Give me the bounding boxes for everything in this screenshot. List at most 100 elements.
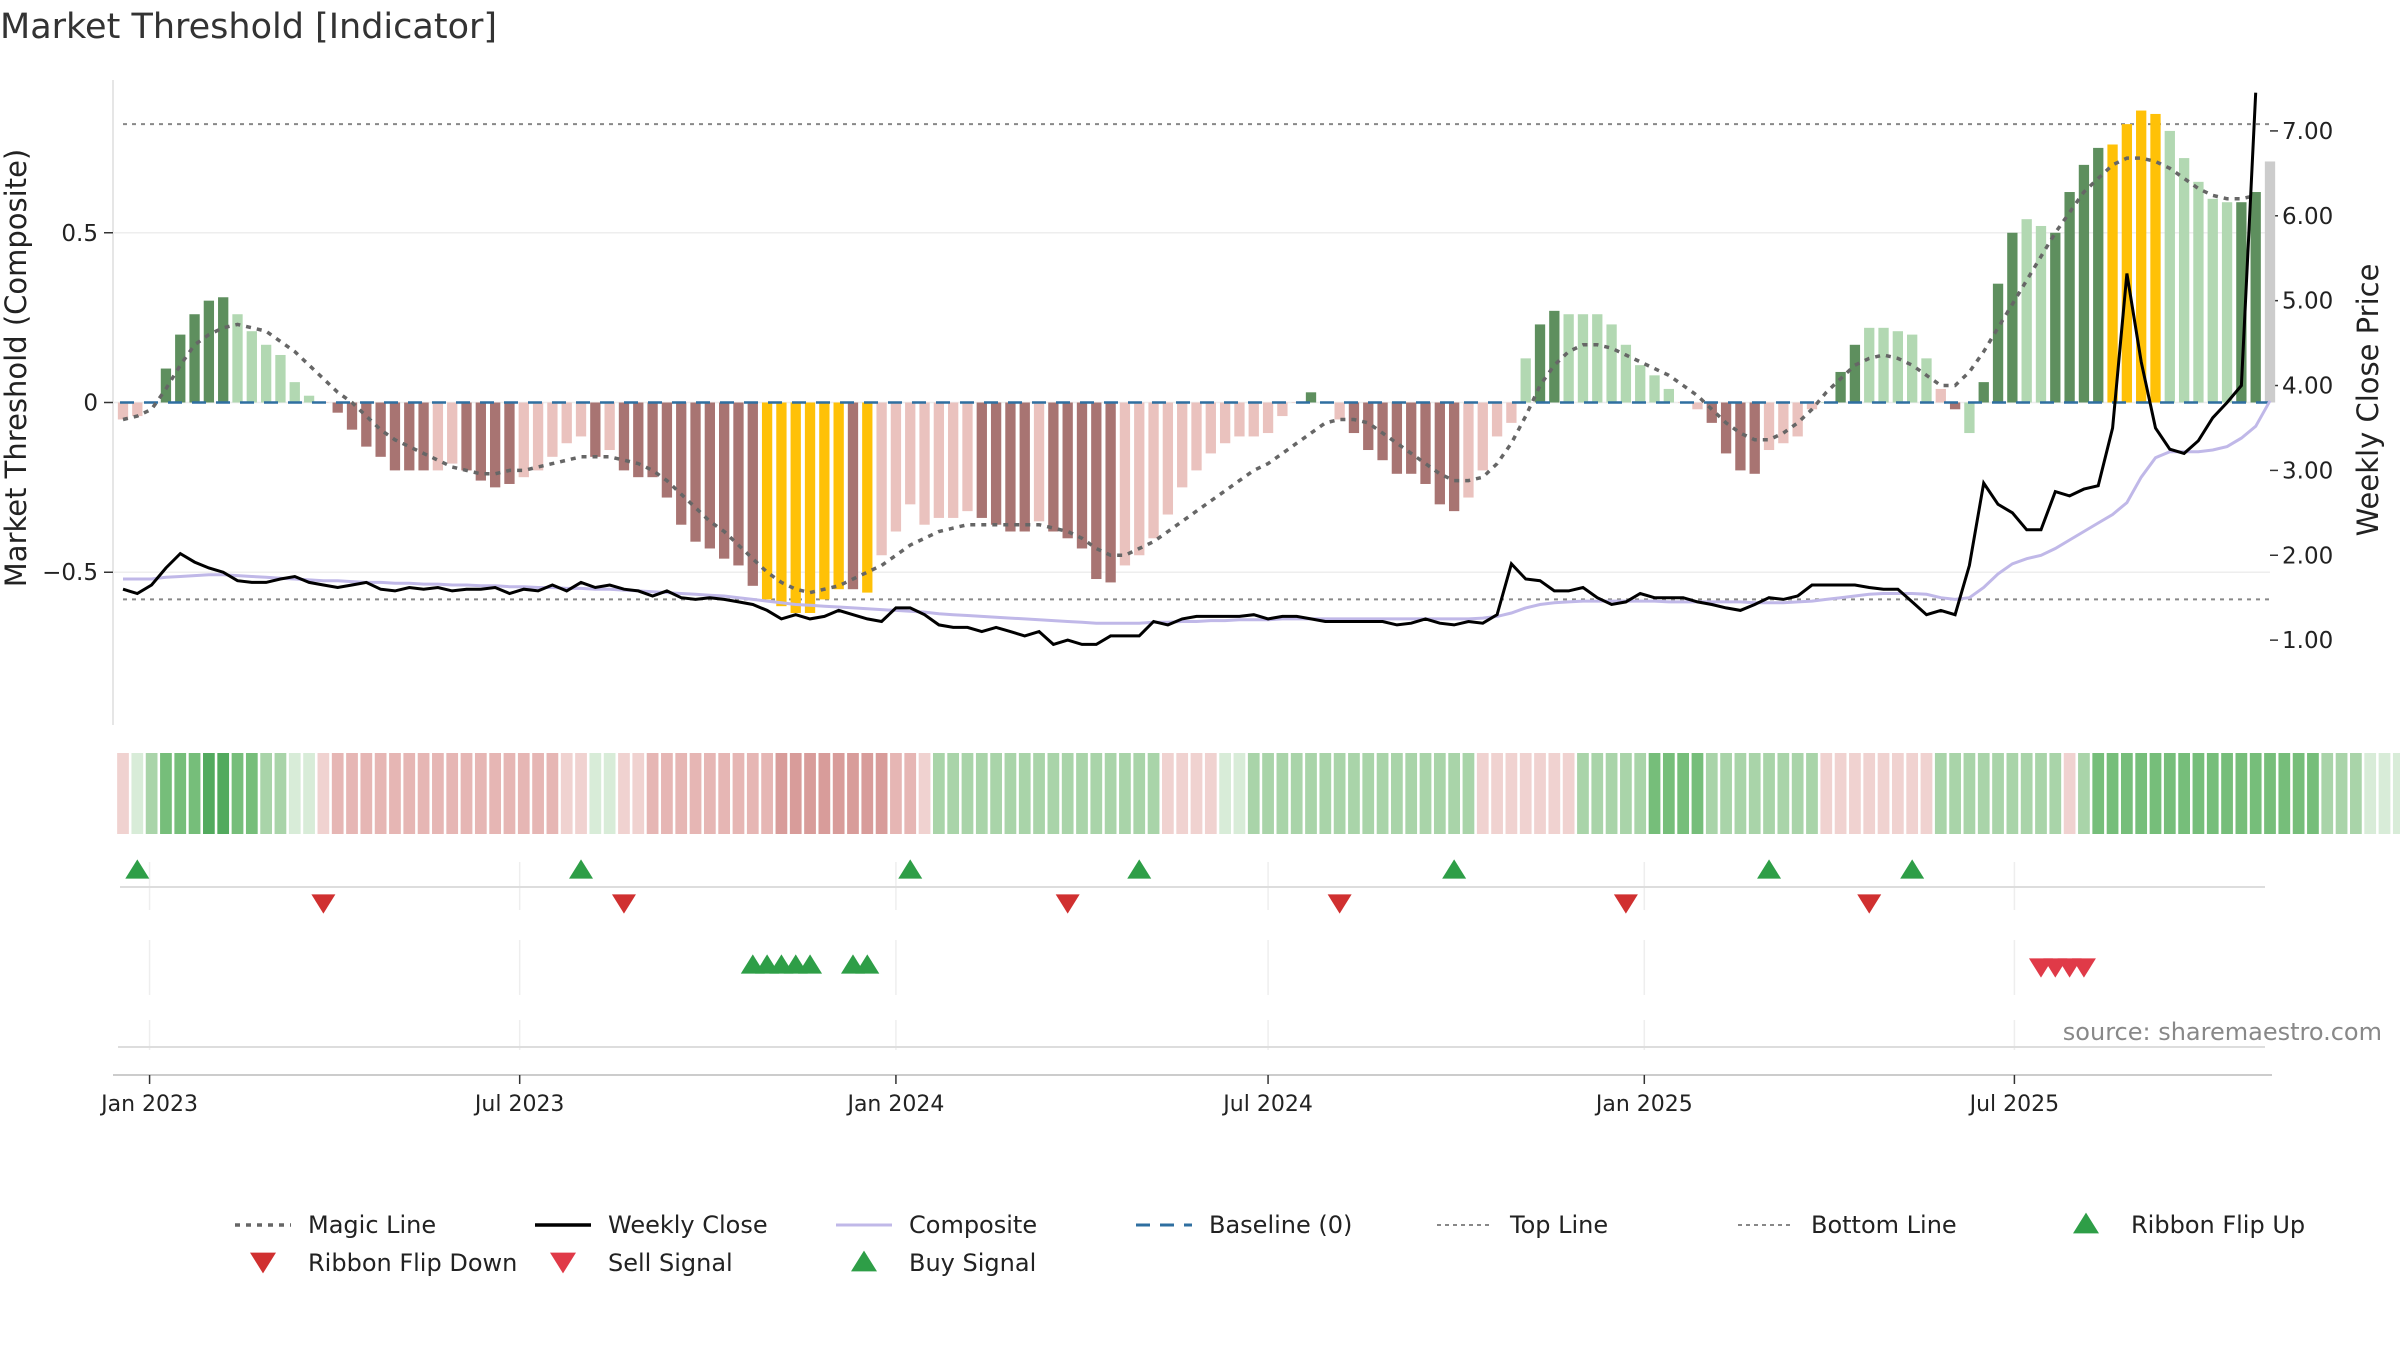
composite-bar (2221, 202, 2233, 403)
composite-bar (1420, 402, 1431, 484)
composite-bar (1148, 402, 1159, 539)
ribbon-cell (1033, 753, 1045, 834)
composite-bar (933, 402, 945, 518)
ribbon-cell (203, 753, 215, 834)
ribbon-cell (2063, 753, 2076, 834)
composite-bar (2021, 219, 2032, 403)
composite-bar (1978, 382, 1989, 403)
composite-bar (375, 402, 386, 457)
composite-bar (876, 402, 887, 556)
composite-bar (117, 402, 129, 420)
composite-bar (1105, 402, 1116, 583)
ribbon-cell (1992, 753, 2004, 834)
composite-bar (447, 402, 458, 464)
composite-bar (1635, 365, 1646, 403)
ribbon-cell (2135, 753, 2148, 834)
ribbon-cell (990, 753, 1002, 834)
composite-bar (804, 402, 816, 613)
composite-bar (1520, 358, 1531, 403)
ribbon-cell (1419, 753, 1432, 834)
ribbon-cell (145, 753, 158, 834)
composite-bar (1062, 402, 1073, 539)
legend-label: Buy Signal (909, 1249, 1036, 1277)
ribbon-cell (1505, 753, 1518, 834)
y-tick-label: 0.5 (61, 221, 98, 247)
ribbon-cell (2264, 753, 2276, 834)
ribbon-cell (288, 753, 301, 834)
weekly-close-line (122, 92, 2258, 647)
composite-bar (819, 402, 830, 600)
composite-bar (1177, 402, 1188, 488)
ribbon-cell (775, 753, 788, 834)
composite-bar (2107, 144, 2118, 403)
composite-bar (518, 402, 529, 478)
legend-label: Baseline (0) (1209, 1211, 1352, 1239)
ribbon-cell (2378, 753, 2391, 834)
composite-bar (189, 314, 200, 403)
composite-bar (1219, 402, 1231, 444)
composite-bar (504, 402, 515, 484)
composite-bar (618, 402, 630, 471)
ribbon-cell (117, 753, 129, 834)
ribbon-cell (1018, 753, 1031, 834)
ribbon-cell (2035, 753, 2047, 834)
ribbon-cell (875, 753, 888, 834)
legend-swatch (2073, 1212, 2099, 1234)
composite-bar (404, 402, 415, 471)
legend-label: Ribbon Flip Down (308, 1249, 517, 1277)
chart-title: Market Threshold [Indicator] (0, 7, 497, 47)
composite-bar (1778, 402, 1789, 444)
composite-bar (1878, 327, 1889, 403)
ribbon-cell (2350, 753, 2362, 834)
composite-bar (1305, 392, 1317, 403)
composite-bar (919, 402, 930, 525)
ribbon-cell (1806, 753, 1818, 834)
ribbon-cell (746, 753, 759, 834)
ribbon-cell (2235, 753, 2248, 834)
ribbon-cell (403, 753, 416, 834)
ribbon-cell (1705, 753, 1718, 834)
composite-bar (1649, 375, 1660, 403)
ribbon-cell (1247, 753, 1260, 834)
ribbon-cell (761, 753, 773, 834)
composite-bar (1334, 402, 1345, 420)
composite-bar (1119, 402, 1131, 566)
ribbon-cell (1476, 753, 1489, 834)
ribbon-cell (131, 753, 144, 834)
ribbon-cell (603, 753, 616, 834)
legend-label: Ribbon Flip Up (2131, 1211, 2305, 1239)
ribbon-cell (274, 753, 287, 834)
composite-bar (1849, 344, 1861, 403)
ribbon-cell (2206, 753, 2219, 834)
composite-bar (132, 402, 143, 417)
x-tick-label: Jan 2023 (99, 1092, 198, 1117)
legend-swatch (250, 1252, 276, 1274)
legend-item-close: Weekly Close (535, 1211, 768, 1239)
legend-item-ribbon_flip_up: Ribbon Flip Up (2073, 1211, 2305, 1239)
composite-bar (432, 402, 444, 471)
ribbon-cell (1090, 753, 1103, 834)
ribbon-cell (703, 753, 716, 834)
ribbon-cell (1376, 753, 1389, 834)
ribbon-flip-up-marker (1900, 859, 1925, 879)
ribbon-cell (1748, 753, 1761, 834)
ribbon-cell (474, 753, 487, 834)
ribbon-cell (1963, 753, 1976, 834)
ribbon-cell (1076, 753, 1088, 834)
ribbon-cell (818, 753, 831, 834)
ribbon-cell (546, 753, 559, 834)
composite-bar (2050, 232, 2061, 403)
ribbon-cell (1734, 753, 1747, 834)
ribbon-cell (489, 753, 502, 834)
composite-bar (962, 402, 973, 512)
ribbon-cell (1233, 753, 1246, 834)
ribbon-cell (2278, 753, 2291, 834)
legend-item-buy: Buy Signal (851, 1249, 1036, 1277)
legend-item-top: Top Line (1437, 1211, 1608, 1239)
composite-bar (1835, 371, 1846, 403)
composite-bar (647, 402, 658, 478)
legend-item-ribbon_flip_down: Ribbon Flip Down (250, 1249, 517, 1277)
ribbon-cell (2120, 753, 2133, 834)
ribbon-cell (374, 753, 387, 834)
ribbon-cell (1319, 753, 1332, 834)
